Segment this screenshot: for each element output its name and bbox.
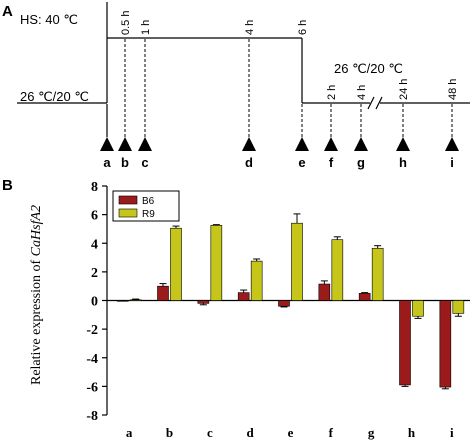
marker-f [324, 137, 338, 151]
marker-i [445, 137, 459, 151]
point-label-g: g [357, 155, 365, 170]
recovery-time-label: 2 h [326, 85, 338, 100]
x-tick-label-h: h [408, 425, 416, 440]
recovery-time-label: 24 h [398, 79, 410, 100]
point-label-d: d [245, 155, 253, 170]
point-label-i: i [450, 155, 454, 170]
bar-B6-c [197, 300, 210, 304]
y-tick-label: -4 [86, 352, 98, 367]
x-tick-label-f: f [329, 425, 334, 440]
bar-B6-b [157, 285, 169, 301]
heat-stress-label: HS: 40 ℃ [20, 12, 78, 27]
x-tick-label-i: i [450, 425, 454, 440]
time-labels: 0.5 h 1 h 4 h 6 h 2 h 4 h 24 h 48 h [120, 11, 459, 100]
bar-B6-d [237, 292, 250, 301]
bar-R9-c [210, 225, 223, 301]
bar-R9-a [129, 299, 142, 301]
marker-c [138, 137, 152, 151]
panel-b-label: B [2, 177, 13, 194]
y-tick-label: -8 [86, 409, 98, 424]
panel-a-label: A [2, 3, 13, 20]
x-tick-label-e: e [288, 425, 294, 440]
point-label-a: a [103, 155, 111, 170]
heat-time-label: 6 h [297, 20, 309, 35]
x-tick-label-d: d [247, 425, 255, 440]
heat-time-label: 0.5 h [120, 11, 132, 35]
y-tick-label: 8 [91, 180, 98, 195]
recovery-time-label: 48 h [447, 79, 459, 100]
x-tick-label-c: c [207, 425, 213, 440]
bar-B6-e [278, 300, 290, 307]
y-tick-label: -6 [86, 380, 98, 395]
legend-swatch-B6 [118, 195, 138, 205]
y-tick-label: 0 [91, 295, 98, 310]
sampling-dash-lines [106, 39, 453, 137]
axis-break-mark-2 [375, 96, 383, 110]
marker-a [100, 137, 114, 151]
baseline-temp-label: 26 ℃/20 ℃ [20, 89, 89, 104]
point-label-e: e [298, 155, 305, 170]
y-tick-label: 6 [91, 209, 98, 224]
y-tick-label: 4 [91, 237, 98, 252]
recovery-temp-label: 26 ℃/20 ℃ [334, 61, 403, 76]
bar-R9-d [250, 260, 263, 301]
marker-h [396, 137, 410, 151]
heat-time-label: 4 h [244, 20, 256, 35]
bar-B6-f [318, 283, 331, 301]
marker-e [295, 137, 309, 151]
legend-label-B6: B6 [142, 196, 155, 207]
marker-d [242, 137, 256, 151]
y-tick-label: -2 [86, 323, 98, 338]
bar-R9-g [371, 247, 384, 301]
point-label-f: f [329, 155, 334, 170]
bar-B6-i [439, 300, 452, 388]
bar-R9-i [452, 300, 465, 314]
recovery-time-label: 4 h [356, 85, 368, 100]
bar-R9-e [291, 222, 303, 301]
bar-R9-b [170, 227, 182, 301]
axis-break-mark-1 [367, 96, 375, 110]
x-tick-label-b: b [166, 425, 173, 440]
legend-label-R9: R9 [142, 209, 155, 220]
x-tick-label-a: a [126, 425, 133, 440]
legend-swatch-R9 [118, 208, 138, 218]
point-label-c: c [141, 155, 148, 170]
bar-R9-h [412, 300, 424, 317]
bar-R9-f [331, 239, 344, 301]
bar-B6-g [358, 293, 371, 301]
heat-time-label: 1 h [140, 20, 152, 35]
marker-g [354, 137, 368, 151]
point-label-h: h [399, 155, 407, 170]
y-tick-label: 2 [91, 266, 98, 281]
x-tick-label-g: g [368, 425, 375, 440]
marker-b [118, 137, 132, 151]
temperature-timeline [17, 2, 470, 110]
point-label-b: b [121, 155, 129, 170]
bar-B6-h [399, 300, 411, 386]
y-axis-title: Relative expression of CaHsfA2 [29, 205, 44, 385]
